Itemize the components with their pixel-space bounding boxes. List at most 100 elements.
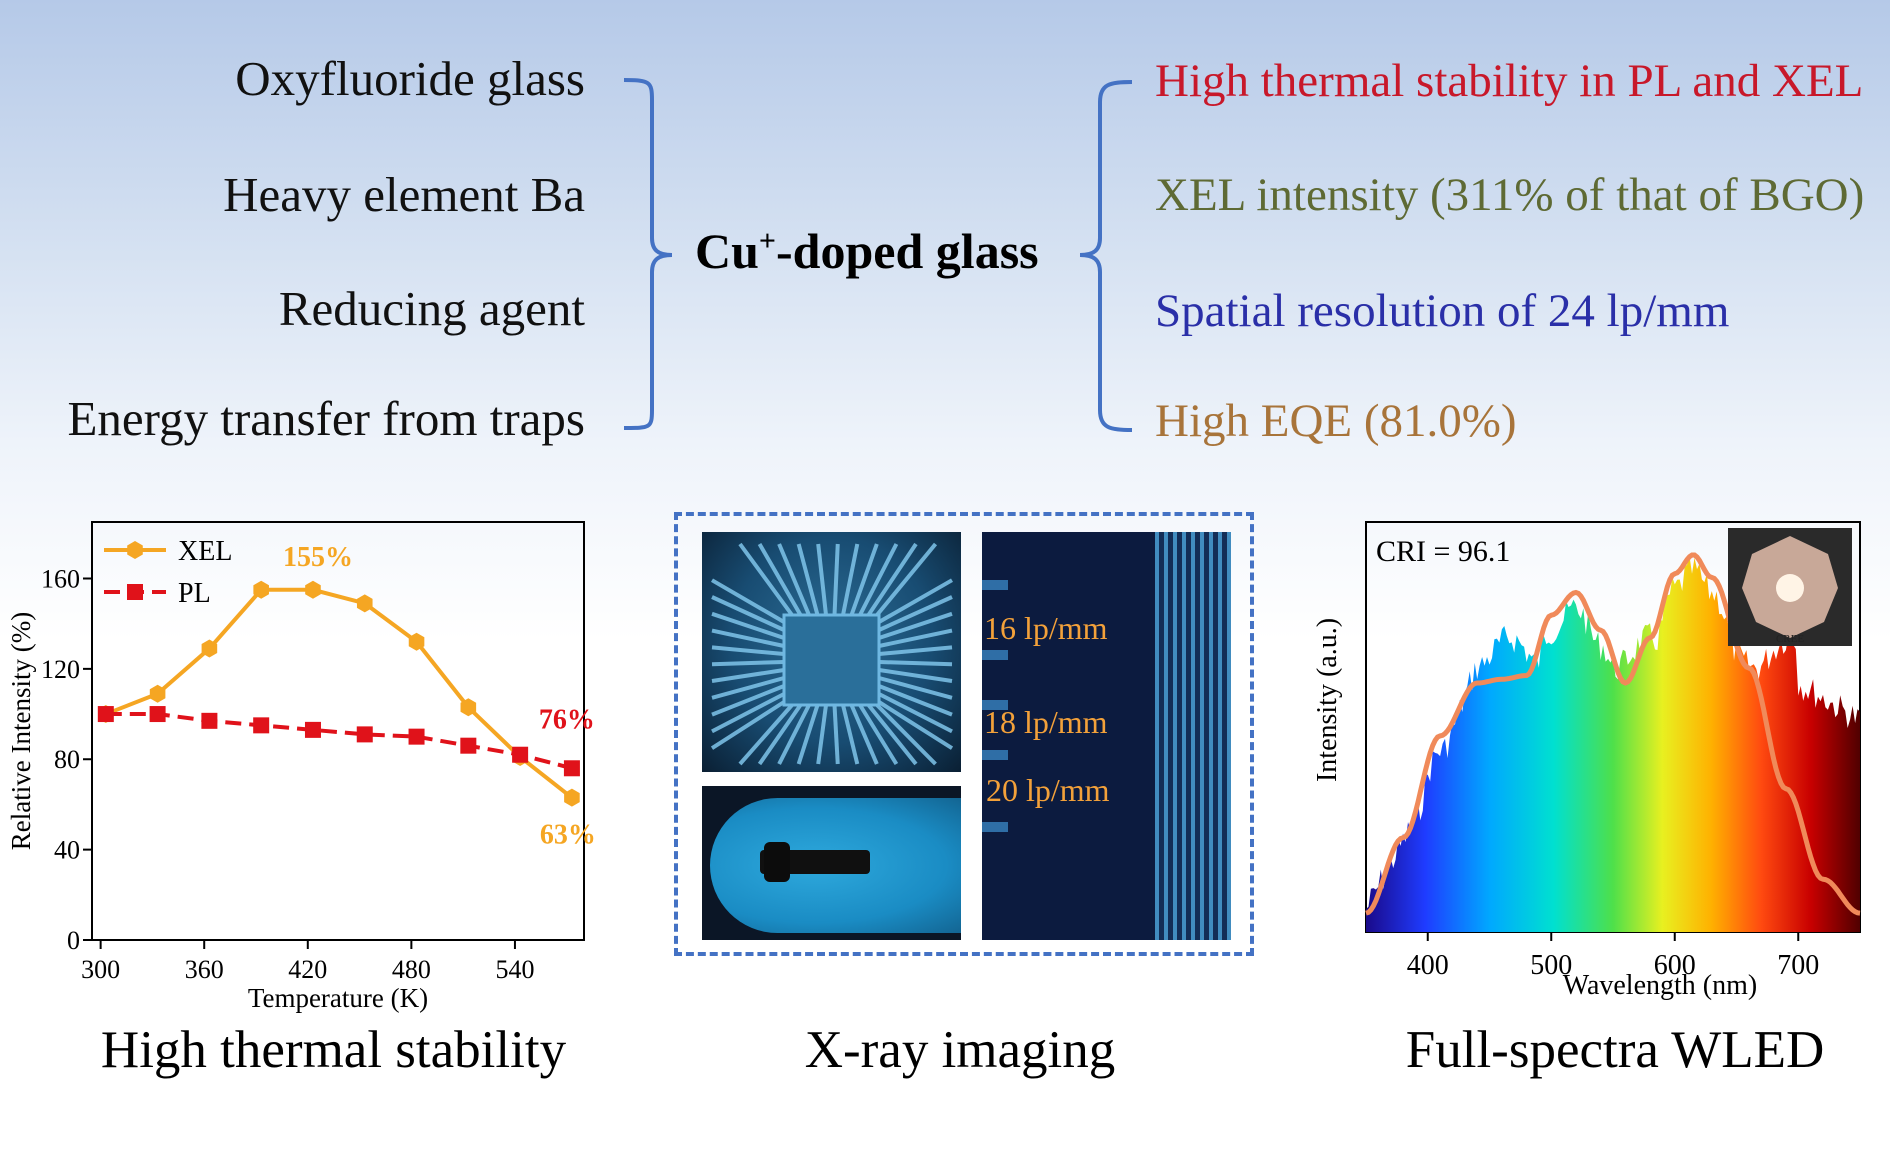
- chip-lead: [875, 542, 938, 617]
- chip-lead: [711, 660, 785, 667]
- led-inset-photo: CREE: [1728, 528, 1852, 646]
- chip-lead: [878, 611, 953, 640]
- y-tick-label: 120: [41, 655, 80, 684]
- legend-label: XEL: [178, 536, 232, 567]
- y-axis-label: Intensity (a.u.): [1312, 618, 1343, 782]
- led-chip: [1776, 574, 1804, 602]
- legend-marker: [127, 541, 143, 559]
- data-point-pl: [149, 706, 166, 723]
- x-tick-label: 400: [1407, 950, 1449, 981]
- xray-resolution-pattern: 16 lp/mm 18 lp/mm 20 lp/mm: [982, 532, 1231, 940]
- screw-head: [764, 842, 790, 882]
- x-axis-label: Wavelength (nm): [1563, 970, 1757, 1001]
- data-point-xel: [408, 632, 425, 651]
- chip-lead: [711, 684, 785, 717]
- chip-die: [782, 613, 881, 707]
- chip-lead: [878, 684, 953, 717]
- effect-spatial-resolution: Spatial resolution of 24 lp/mm: [1155, 285, 1730, 337]
- x-tick-label: 500: [1530, 950, 1572, 981]
- x-tick-label: 540: [495, 955, 534, 984]
- chip-lead: [832, 543, 840, 616]
- chip-lead: [866, 703, 918, 766]
- plot-frame: [91, 521, 585, 941]
- chip-lead: [711, 628, 785, 648]
- data-point-xel: [356, 594, 373, 613]
- chip-lead: [878, 628, 953, 648]
- chip-lead: [816, 543, 828, 616]
- data-point-xel: [460, 698, 477, 717]
- chip-lead: [878, 578, 953, 624]
- chip-lead: [777, 543, 811, 616]
- wled-spectrum-chart: 400 500 600 700 CRI = 96.1 Wavelength (nm) …: [1312, 521, 1861, 1001]
- chip-lead: [841, 704, 860, 765]
- xray-chip-image: [702, 532, 961, 772]
- chip-lead: [710, 700, 786, 750]
- chip-lead: [866, 542, 918, 617]
- cri-label: CRI = 96.1: [1376, 535, 1510, 568]
- xray-screw-image: [702, 786, 961, 940]
- tick-mark: [982, 700, 1008, 710]
- chip-lead: [757, 703, 803, 766]
- inset-label: CREE: [1776, 633, 1804, 645]
- chip-lead: [711, 595, 785, 632]
- x-tick-label: 300: [81, 955, 120, 984]
- chip-lead: [711, 668, 785, 683]
- chip-lead: [710, 578, 786, 624]
- cause-oxyfluoride-glass: Oxyfluoride glass: [235, 51, 585, 106]
- data-point-xel: [253, 580, 269, 599]
- x-tick-label: 600: [1654, 950, 1696, 981]
- data-point-xel: [564, 788, 580, 807]
- data-point-xel: [149, 684, 166, 703]
- data-point-pl: [563, 760, 580, 777]
- brackets: [623, 78, 1133, 432]
- left-bracket: [623, 78, 673, 430]
- resolution-label-20: 20 lp/mm: [986, 772, 1110, 808]
- annotation-label: 76%: [539, 704, 595, 735]
- chip-lead: [711, 692, 785, 734]
- x-tick-label: 360: [185, 955, 224, 984]
- y-tick-label: 80: [54, 745, 80, 774]
- chip-lead: [796, 704, 820, 765]
- chip-lead: [711, 645, 785, 656]
- data-point-pl: [97, 706, 114, 723]
- y-axis-label: Relative Intensity (%): [6, 612, 36, 850]
- x-tick-label: 480: [392, 955, 431, 984]
- chip-lead: [878, 660, 953, 667]
- chip-lead: [711, 611, 785, 640]
- series-line-xel: [105, 587, 574, 800]
- center-label: Cu+-doped glass: [695, 223, 1039, 279]
- y-tick-label: 40: [54, 836, 80, 865]
- chip-lead: [757, 543, 803, 616]
- caption-thermal: High thermal stability: [100, 1021, 567, 1079]
- data-point-pl: [512, 746, 529, 763]
- chip-pattern: [710, 542, 954, 766]
- data-point-pl: [408, 728, 425, 745]
- resolution-label-16: 16 lp/mm: [984, 610, 1108, 646]
- chip-lead: [738, 542, 794, 617]
- y-tick-label: 0: [67, 926, 80, 955]
- chip-lead: [878, 668, 953, 683]
- tick-mark: [982, 822, 1008, 832]
- data-point-pl: [460, 737, 477, 754]
- data-point-xel: [305, 580, 321, 599]
- cause-reducing-agent: Reducing agent: [278, 281, 585, 336]
- series-line-pl: [105, 712, 573, 771]
- annotation-label: 155%: [283, 542, 353, 573]
- chip-lead: [875, 703, 937, 766]
- tick-mark: [982, 750, 1008, 760]
- thermal-stability-chart: 300 360 420 480 540 0 40 80 120 160 XEL PL 155% 76% 6…: [6, 521, 596, 1013]
- data-point-pl: [253, 717, 270, 734]
- effect-xel-intensity: XEL intensity (311% of that of BGO): [1155, 169, 1865, 221]
- chip-lead: [711, 676, 785, 700]
- emission-curve: [1365, 552, 1861, 916]
- chip-lead: [849, 704, 879, 765]
- xray-frame: [674, 512, 1254, 956]
- data-point-xel: [201, 639, 218, 658]
- y-tick-label: 160: [41, 564, 80, 593]
- caption-xray: X-ray imaging: [804, 1021, 1116, 1079]
- x-tick-label: 420: [288, 955, 327, 984]
- right-bracket: [1079, 80, 1133, 432]
- annotation-label: 63%: [540, 820, 596, 851]
- chip-lead: [878, 595, 953, 632]
- tick-mark: [982, 580, 1008, 590]
